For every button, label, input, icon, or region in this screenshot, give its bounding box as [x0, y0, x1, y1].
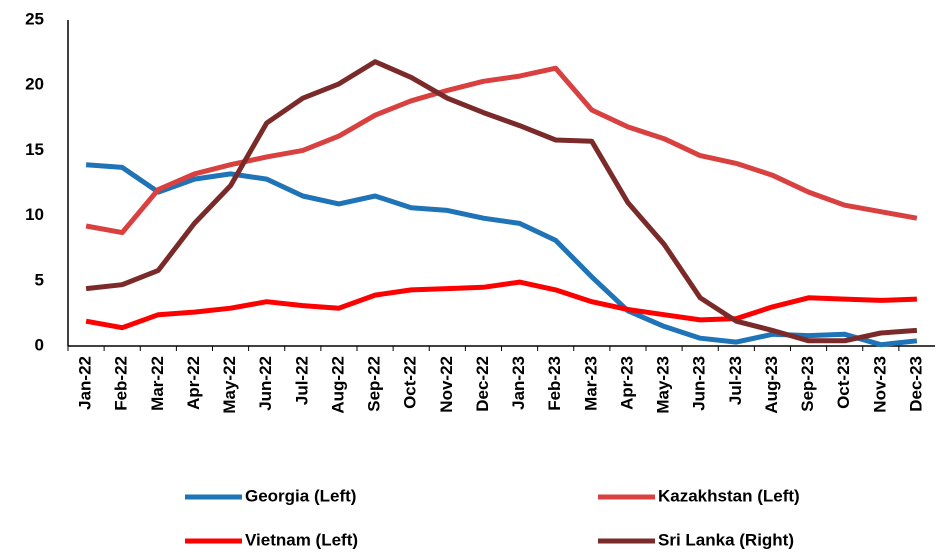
x-tick-label: Aug-22 — [328, 356, 347, 414]
y-tick-label: 5 — [35, 270, 44, 289]
series-line — [85, 59, 918, 344]
x-tick-label: Nov-23 — [870, 356, 889, 413]
x-tick-label: Oct-22 — [401, 356, 420, 409]
legend-label: Vietnam (Left) — [245, 530, 358, 549]
x-tick-label: Jun-23 — [690, 356, 709, 411]
x-tick-label: Jan-23 — [509, 356, 528, 410]
series-line — [85, 162, 918, 348]
legend-label: Sri Lanka (Right) — [658, 530, 794, 549]
x-tick-label: Apr-23 — [617, 356, 636, 410]
x-tick-label: Jul-22 — [292, 356, 311, 405]
x-tick-label: Aug-23 — [762, 356, 781, 414]
x-tick-label: Mar-23 — [581, 356, 600, 411]
y-tick-label: 15 — [25, 140, 44, 159]
y-tick-label: 10 — [25, 205, 44, 224]
series-line — [85, 279, 917, 331]
x-tick-label: Jan-22 — [76, 356, 95, 410]
x-tick-label: Oct-23 — [834, 356, 853, 409]
x-tick-label: Mar-22 — [148, 356, 167, 411]
y-tick-label: 25 — [25, 9, 44, 28]
x-tick-label: Feb-22 — [112, 356, 131, 411]
x-tick-label: Jun-22 — [256, 356, 275, 411]
x-tick-label: May-23 — [654, 356, 673, 414]
y-tick-label: 20 — [25, 75, 44, 94]
x-tick-label: Dec-22 — [473, 356, 492, 412]
series-line — [85, 65, 918, 236]
x-tick-label: Nov-22 — [437, 356, 456, 413]
x-tick-label: Feb-23 — [545, 356, 564, 411]
x-tick-label: Sep-23 — [798, 356, 817, 412]
x-tick-label: Jul-23 — [726, 356, 745, 405]
x-tick-label: May-22 — [220, 356, 239, 414]
legend-label: Kazakhstan (Left) — [658, 486, 800, 505]
legend-label: Georgia (Left) — [245, 486, 356, 505]
x-tick-label: Dec-23 — [906, 356, 925, 412]
x-tick-label: Sep-22 — [365, 356, 384, 412]
y-tick-label: 0 — [35, 335, 44, 354]
x-tick-label: Apr-22 — [184, 356, 203, 410]
